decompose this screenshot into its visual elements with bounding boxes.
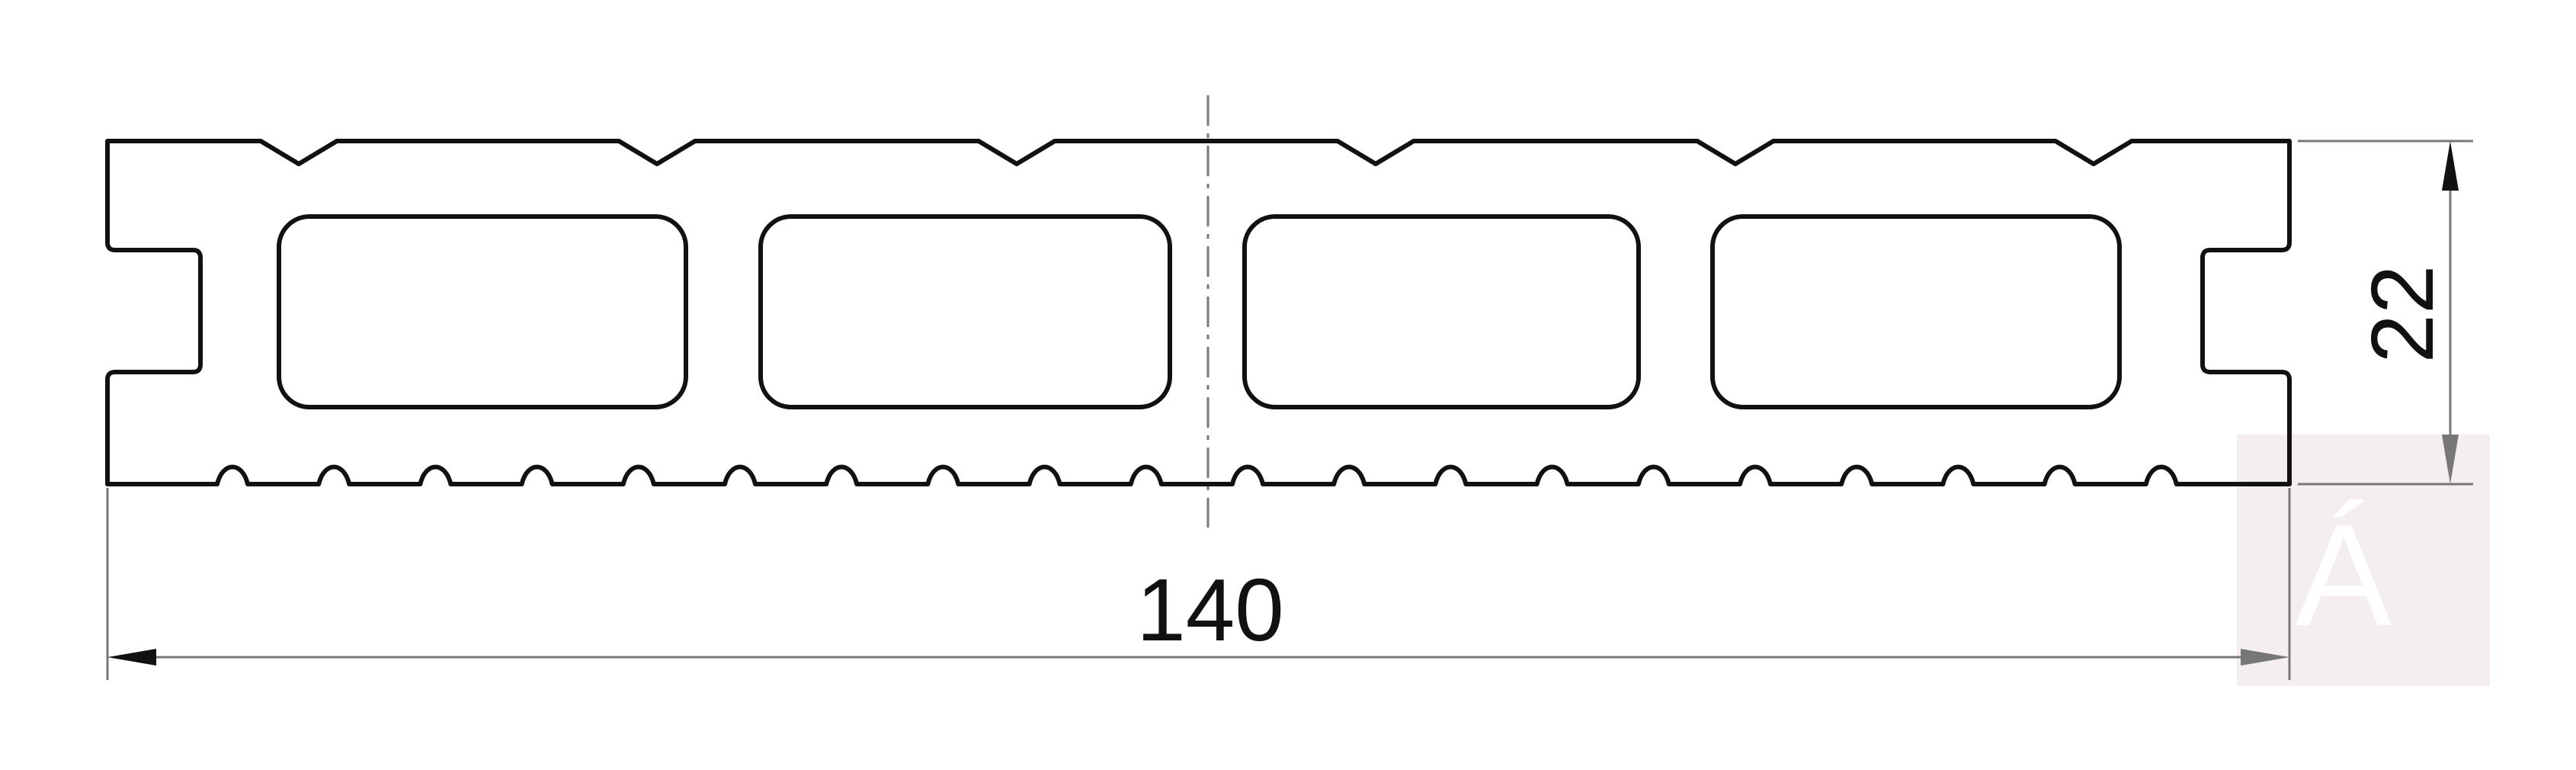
height-arrow-top [2442,141,2459,191]
width-arrow-left [107,649,156,666]
height-dimension-label: 22 [2353,265,2452,363]
watermark-logo: Á [2237,435,2490,686]
width-arrow-right [2241,649,2289,666]
width-dimension-label: 140 [1136,560,1284,659]
watermark-background [2237,435,2490,686]
height-arrow-bottom [2442,435,2459,484]
watermark-glyph: Á [2296,495,2392,656]
profile-outline [105,139,2292,486]
width-dimension: 140 [106,488,2291,680]
hollow-chamber [758,214,1172,409]
hollow-chamber [1242,214,1641,409]
hollow-chamber [277,214,688,409]
height-dimension: 22 [2298,140,2473,486]
hollow-chambers [277,214,2122,409]
hollow-chamber [1710,214,2122,409]
